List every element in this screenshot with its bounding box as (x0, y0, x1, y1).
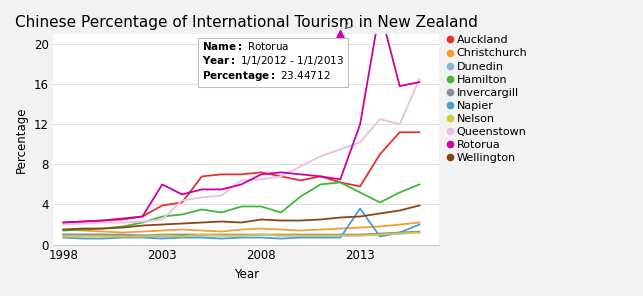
X-axis label: Year: Year (234, 268, 259, 281)
Legend: Auckland, Christchurch, Dunedin, Hamilton, Invercargill, Napier, Nelson, Queenst: Auckland, Christchurch, Dunedin, Hamilto… (449, 35, 527, 163)
Title: Chinese Percentage of International Tourism in New Zealand: Chinese Percentage of International Tour… (15, 15, 478, 30)
Text: $\bf{Name:}$ Rotorua
$\bf{Year:}$ 1/1/2012 - 1/1/2013
$\bf{Percentage:}$ 23.4471: $\bf{Name:}$ Rotorua $\bf{Year:}$ 1/1/20… (202, 40, 344, 83)
Y-axis label: Percentage: Percentage (15, 106, 28, 173)
